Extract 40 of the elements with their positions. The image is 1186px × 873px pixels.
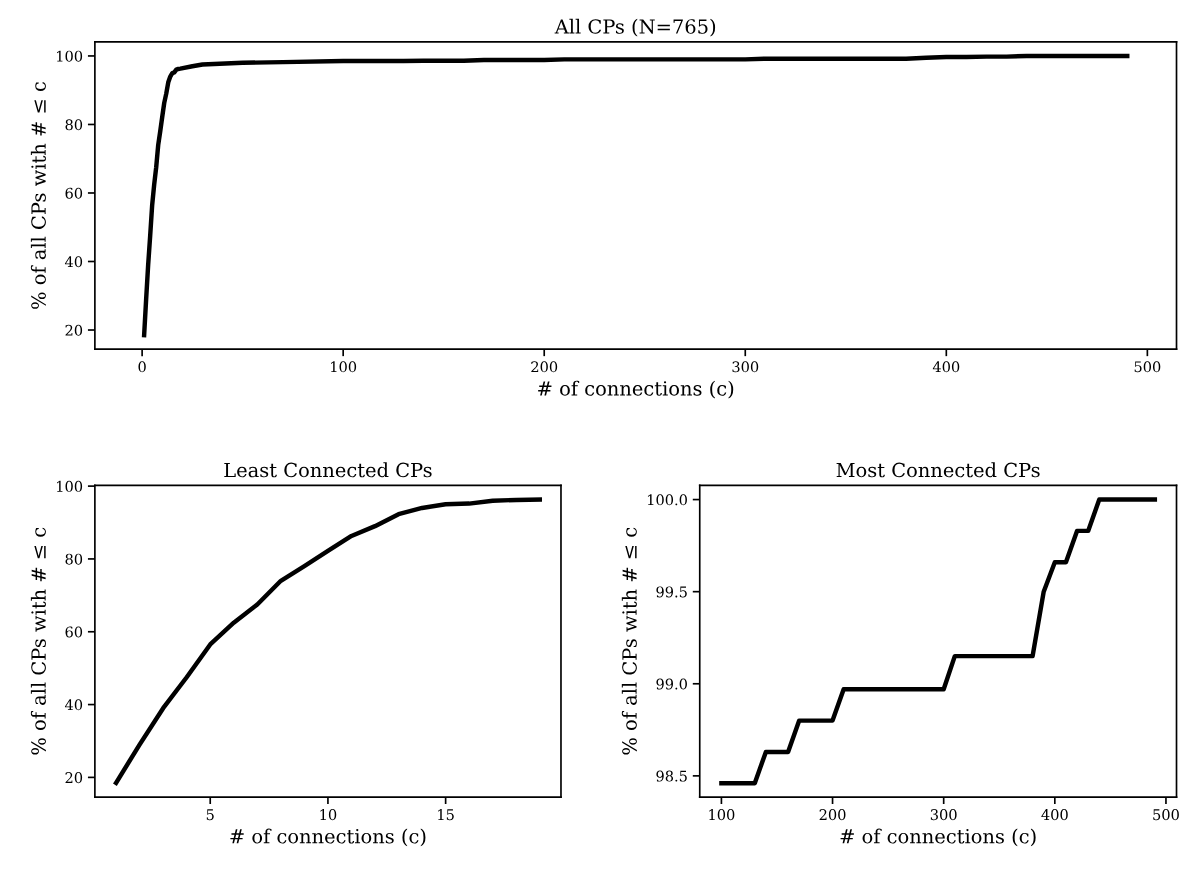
x-tick-label: 15 <box>438 809 454 821</box>
x-tick-label: 300 <box>732 361 759 373</box>
y-axis-title: % of all CPs with # ≤ c <box>621 527 637 755</box>
y-tick-label: 40 <box>64 699 83 711</box>
y-tick-label: 40 <box>64 256 83 268</box>
y-tick-label: 60 <box>65 626 83 638</box>
y-tick-label: 99.5 <box>656 586 687 598</box>
y-tick-label: 100 <box>57 50 83 62</box>
x-axis-title: # of connections (c) <box>840 828 1036 847</box>
chart-title: Least Connected CPs <box>224 462 432 478</box>
x-axis-title: # of connections (c) <box>230 828 426 847</box>
line-series <box>719 497 1158 786</box>
y-tick-label: 100 <box>57 480 83 492</box>
y-tick-label: 100.0 <box>647 494 687 506</box>
chart-title: All CPs (N=765) <box>554 18 716 37</box>
y-tick-label: 20 <box>65 772 83 784</box>
x-tick-label: 200 <box>531 361 558 373</box>
x-tick-label: 500 <box>1134 361 1161 373</box>
line-series <box>113 497 543 786</box>
x-tick-label: 400 <box>932 361 960 373</box>
y-tick-label: 20 <box>65 324 83 336</box>
x-tick-label: 400 <box>1041 809 1068 821</box>
y-tick-label: 80 <box>65 119 83 131</box>
y-axis-title: % of all CPs with # ≤ c <box>30 82 46 309</box>
x-tick-label: 100 <box>709 809 735 821</box>
line-series <box>141 53 1130 338</box>
x-tick-label: 300 <box>930 809 957 821</box>
x-tick-label: 5 <box>206 809 214 821</box>
y-tick-label: 98.5 <box>656 770 687 782</box>
x-tick-label: 200 <box>819 809 846 821</box>
x-tick-label: 500 <box>1153 809 1179 821</box>
x-axis-title: # of connections (c) <box>538 380 734 399</box>
y-axis-title: % of all CPs with # ≤ c <box>30 527 46 755</box>
chart-title: Most Connected CPs <box>836 462 1040 478</box>
y-tick-label: 80 <box>65 553 83 565</box>
y-tick-label: 60 <box>65 187 83 199</box>
x-tick-label: 10 <box>320 809 337 821</box>
x-tick-label: 100 <box>331 361 357 373</box>
y-tick-label: 99.0 <box>656 678 687 690</box>
x-tick-label: 0 <box>138 361 146 373</box>
